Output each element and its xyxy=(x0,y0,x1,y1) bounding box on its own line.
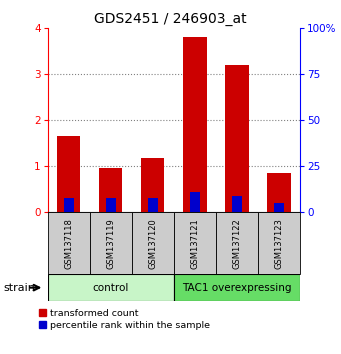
Bar xyxy=(216,212,258,274)
Bar xyxy=(267,173,291,212)
Bar xyxy=(225,65,249,212)
Bar xyxy=(174,212,216,274)
Bar xyxy=(48,274,174,301)
Bar xyxy=(274,203,284,212)
Bar xyxy=(57,136,80,212)
Text: control: control xyxy=(93,282,129,293)
Bar xyxy=(258,212,300,274)
Bar xyxy=(48,212,90,274)
Bar xyxy=(90,212,132,274)
Bar xyxy=(141,158,164,212)
Bar xyxy=(190,192,200,212)
Bar xyxy=(99,168,122,212)
Text: TAC1 overexpressing: TAC1 overexpressing xyxy=(182,282,292,293)
Bar xyxy=(148,198,158,212)
Text: GSM137122: GSM137122 xyxy=(233,218,241,269)
Bar xyxy=(132,212,174,274)
Bar xyxy=(232,196,242,212)
Legend: transformed count, percentile rank within the sample: transformed count, percentile rank withi… xyxy=(39,309,210,330)
Text: GSM137123: GSM137123 xyxy=(275,218,284,269)
Text: GDS2451 / 246903_at: GDS2451 / 246903_at xyxy=(94,12,247,27)
Bar xyxy=(174,274,300,301)
Text: GSM137118: GSM137118 xyxy=(64,218,73,269)
Bar xyxy=(106,198,116,212)
Text: strain: strain xyxy=(3,282,35,293)
Text: GSM137120: GSM137120 xyxy=(148,218,158,269)
Bar xyxy=(63,198,74,212)
Text: GSM137121: GSM137121 xyxy=(190,218,199,269)
Text: GSM137119: GSM137119 xyxy=(106,218,115,269)
Bar xyxy=(183,36,207,212)
